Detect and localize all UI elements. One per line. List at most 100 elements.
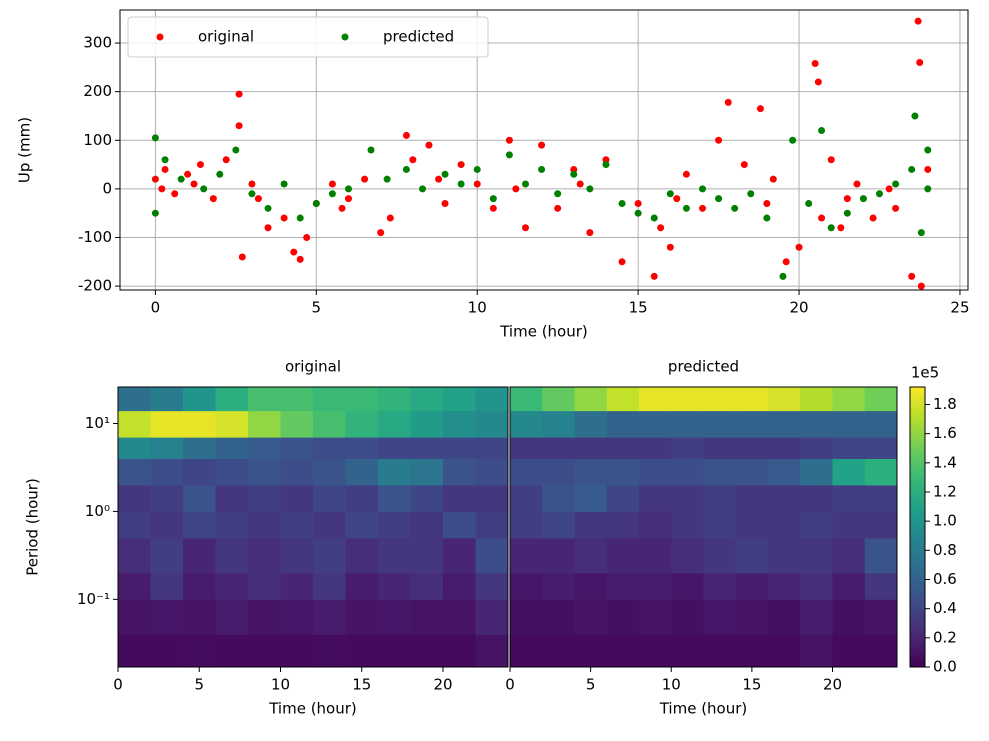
heat-cell bbox=[280, 634, 314, 668]
heat-cell bbox=[768, 410, 801, 438]
heat-cell bbox=[118, 511, 151, 539]
point bbox=[908, 165, 916, 173]
heat-cell bbox=[345, 634, 379, 668]
heat-cell bbox=[475, 437, 509, 459]
colorbar-tick-label: 0.2 bbox=[933, 628, 957, 646]
legend-marker bbox=[156, 33, 164, 41]
y-tick-label: 100 bbox=[83, 131, 112, 149]
heat-cell bbox=[183, 572, 216, 600]
heat-cell bbox=[118, 437, 151, 459]
point bbox=[814, 78, 822, 86]
heat-cell bbox=[703, 599, 737, 635]
point bbox=[892, 204, 900, 212]
heat-cell bbox=[378, 484, 411, 512]
heat-cell bbox=[183, 511, 216, 539]
heat-cell bbox=[475, 537, 509, 574]
point bbox=[441, 170, 449, 178]
heat-cell bbox=[313, 437, 346, 459]
heat-cell bbox=[510, 634, 543, 668]
point bbox=[756, 105, 764, 113]
point bbox=[161, 165, 169, 173]
heat-cell bbox=[443, 437, 476, 459]
point bbox=[238, 253, 246, 261]
point bbox=[885, 185, 893, 193]
point bbox=[827, 156, 835, 164]
heat-cell bbox=[735, 599, 769, 635]
point bbox=[827, 224, 835, 232]
heat-cell bbox=[574, 572, 608, 600]
heat-cell bbox=[150, 634, 184, 668]
heat-cell bbox=[150, 458, 184, 486]
point bbox=[811, 59, 819, 67]
heat-cell bbox=[475, 458, 509, 486]
point bbox=[296, 255, 304, 263]
x-tick-label: 15 bbox=[742, 676, 761, 694]
heat-cell bbox=[639, 458, 672, 486]
plot-frame bbox=[119, 9, 969, 291]
point bbox=[818, 214, 826, 222]
heat-cell bbox=[639, 410, 672, 438]
point bbox=[818, 127, 826, 135]
y-tick-label: 10¹ bbox=[85, 414, 110, 432]
x-tick-label: 25 bbox=[950, 299, 969, 317]
heat-cell bbox=[215, 458, 249, 486]
x-axis-label: Time (hour) bbox=[499, 323, 588, 341]
heat-cell bbox=[606, 484, 640, 512]
colorbar-scale-label: 1e5 bbox=[911, 364, 939, 382]
heat-cell bbox=[248, 458, 281, 486]
heat-cell bbox=[800, 599, 833, 635]
heat-cell bbox=[735, 410, 769, 438]
x-axis-label: Time (hour) bbox=[268, 700, 357, 718]
point bbox=[290, 248, 298, 256]
heat-cell bbox=[280, 437, 314, 459]
x-axis-label: Time (hour) bbox=[659, 700, 748, 718]
heat-cell bbox=[248, 437, 281, 459]
heat-cell bbox=[832, 634, 866, 668]
heat-cell bbox=[443, 634, 476, 668]
point bbox=[805, 199, 813, 207]
heat-cell bbox=[735, 484, 769, 512]
heat-cell bbox=[639, 572, 672, 600]
heat-cell bbox=[768, 511, 801, 539]
heat-cell bbox=[410, 537, 444, 574]
heat-cell bbox=[118, 634, 151, 668]
point bbox=[789, 136, 797, 144]
heat-cell bbox=[864, 484, 898, 512]
point bbox=[171, 190, 179, 198]
point bbox=[859, 195, 867, 203]
heat-cell bbox=[832, 484, 866, 512]
heat-cell bbox=[345, 387, 379, 412]
point bbox=[377, 229, 385, 237]
heat-cell bbox=[832, 437, 866, 459]
heat-cell bbox=[510, 572, 543, 600]
heat-cell bbox=[378, 437, 411, 459]
point bbox=[473, 165, 481, 173]
heat-cell bbox=[800, 437, 833, 459]
heat-cell bbox=[574, 437, 608, 459]
heat-cell bbox=[475, 634, 509, 668]
heat-cell bbox=[510, 410, 543, 438]
chart-title: predicted bbox=[668, 358, 739, 376]
heat-cell bbox=[542, 458, 575, 486]
heat-cell bbox=[703, 634, 737, 668]
point bbox=[618, 199, 626, 207]
heat-cell bbox=[475, 484, 509, 512]
heat-cell bbox=[118, 599, 151, 635]
point bbox=[917, 229, 925, 237]
x-tick-label: 10 bbox=[662, 676, 681, 694]
point bbox=[264, 204, 272, 212]
heat-cell bbox=[345, 437, 379, 459]
point bbox=[505, 151, 513, 159]
heat-cell bbox=[183, 634, 216, 668]
heat-cell bbox=[150, 437, 184, 459]
heat-cell bbox=[410, 599, 444, 635]
heat-cell bbox=[671, 599, 704, 635]
heat-cell bbox=[280, 484, 314, 512]
heat-cell bbox=[574, 410, 608, 438]
point bbox=[698, 204, 706, 212]
point bbox=[512, 185, 520, 193]
legend-label: predicted bbox=[383, 28, 454, 46]
point bbox=[698, 185, 706, 193]
heat-cell bbox=[475, 572, 509, 600]
